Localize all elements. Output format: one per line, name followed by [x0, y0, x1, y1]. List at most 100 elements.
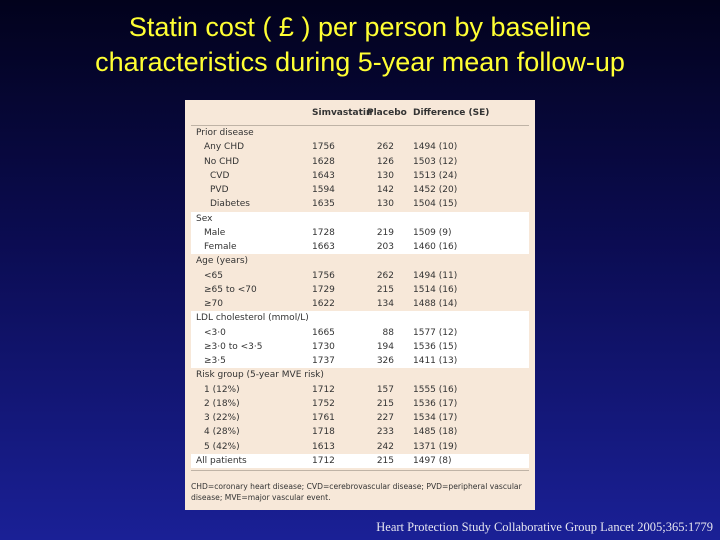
- table-footnote: CHD=coronary heart disease; CVD=cerebrov…: [191, 482, 522, 502]
- difference-se: 1536 (17): [413, 398, 458, 409]
- table-row: No CHD 1628 126 1503 (12): [191, 155, 529, 169]
- table-row: ≥70 1622 134 1488 (14): [191, 297, 529, 311]
- table-row: <65 1756 262 1494 (11): [191, 269, 529, 283]
- row-label: All patients: [196, 455, 247, 466]
- difference-se: 1485 (18): [413, 427, 458, 438]
- difference-se: 1452 (20): [413, 185, 458, 195]
- placebo-cost: 219: [376, 227, 394, 238]
- table-row: LDL cholesterol (mmol/L): [191, 311, 529, 326]
- table-row: All patients 1712 215 1497 (8): [191, 453, 529, 468]
- row-label: 5 (42%): [204, 441, 240, 452]
- simvastatin-cost: 1728: [312, 227, 335, 238]
- difference-se: 1509 (9): [413, 227, 452, 238]
- row-label: ≥3·5: [204, 356, 226, 366]
- table-row: ≥65 to <70 1729 215 1514 (16): [191, 283, 529, 297]
- row-label: Age (years): [196, 256, 249, 267]
- simvastatin-cost: 1712: [312, 384, 335, 395]
- placebo-cost: 215: [376, 284, 394, 295]
- difference-se: 1503 (12): [413, 156, 458, 167]
- placebo-cost: 233: [376, 427, 394, 438]
- simvastatin-cost: 1643: [312, 170, 335, 181]
- placebo-cost: 134: [376, 299, 394, 309]
- simvastatin-cost: 1730: [312, 341, 335, 352]
- table-row: 3 (22%) 1761 227 1534 (17): [191, 411, 529, 425]
- row-label: 2 (18%): [204, 398, 240, 409]
- row-label: Diabetes: [210, 199, 250, 210]
- placebo-cost: 130: [376, 170, 394, 181]
- table-row: Risk group (5-year MVE risk): [191, 368, 529, 382]
- placebo-cost: 142: [376, 185, 394, 195]
- row-label: CVD: [210, 170, 230, 181]
- simvastatin-cost: 1752: [312, 398, 335, 409]
- table-row: ≥3·0 to <3·5 1730 194 1536 (15): [191, 339, 529, 354]
- citation: Heart Protection Study Collaborative Gro…: [376, 520, 713, 534]
- simvastatin-cost: 1663: [312, 242, 335, 252]
- table-row: 5 (42%) 1613 242 1371 (19): [191, 440, 529, 454]
- row-label: Risk group (5-year MVE risk): [196, 370, 324, 381]
- header-difference: Difference (SE): [413, 108, 490, 118]
- table-row: 2 (18%) 1752 215 1536 (17): [191, 397, 529, 411]
- placebo-cost: 215: [376, 398, 394, 409]
- difference-se: 1504 (15): [413, 199, 458, 210]
- table-row: Prior disease: [191, 126, 529, 140]
- simvastatin-cost: 1665: [312, 327, 335, 338]
- simvastatin-cost: 1737: [312, 356, 335, 366]
- placebo-cost: 242: [376, 441, 394, 452]
- table-panel: Simvastatin Placebo Difference (SE) Prio…: [185, 100, 535, 510]
- title-line-2: characteristics during 5-year mean follo…: [95, 47, 625, 77]
- simvastatin-cost: 1729: [312, 284, 335, 295]
- placebo-cost: 227: [376, 413, 394, 423]
- simvastatin-cost: 1756: [312, 270, 335, 281]
- difference-se: 1534 (17): [413, 413, 458, 423]
- row-label: LDL cholesterol (mmol/L): [196, 313, 309, 324]
- row-label: ≥3·0 to <3·5: [204, 341, 263, 352]
- difference-se: 1577 (12): [413, 327, 458, 338]
- simvastatin-cost: 1628: [312, 156, 335, 167]
- difference-se: 1494 (10): [413, 142, 458, 153]
- difference-se: 1555 (16): [413, 384, 458, 395]
- placebo-cost: 215: [376, 455, 394, 466]
- simvastatin-cost: 1622: [312, 299, 335, 309]
- row-label: ≥65 to <70: [204, 284, 257, 295]
- row-label: <65: [204, 270, 223, 281]
- row-label: <3·0: [204, 327, 226, 338]
- slide-title: Statin cost ( £ ) per person by baseline…: [0, 10, 720, 80]
- simvastatin-cost: 1594: [312, 185, 335, 195]
- table-bottom-rule: [191, 470, 529, 471]
- row-label: Prior disease: [196, 128, 254, 138]
- header-placebo: Placebo: [367, 108, 407, 118]
- difference-se: 1411 (13): [413, 356, 458, 366]
- simvastatin-cost: 1635: [312, 199, 335, 210]
- row-label: Any CHD: [204, 142, 245, 153]
- difference-se: 1514 (16): [413, 284, 458, 295]
- row-label: 3 (22%): [204, 413, 240, 423]
- table-row: 1 (12%) 1712 157 1555 (16): [191, 383, 529, 397]
- difference-se: 1371 (19): [413, 441, 458, 452]
- table-row: Female 1663 203 1460 (16): [191, 240, 529, 255]
- placebo-cost: 262: [376, 142, 394, 153]
- table-header-row: Simvastatin Placebo Difference (SE): [191, 100, 529, 126]
- placebo-cost: 262: [376, 270, 394, 281]
- simvastatin-cost: 1712: [312, 455, 335, 466]
- placebo-cost: 157: [376, 384, 394, 395]
- table-row: 4 (28%) 1718 233 1485 (18): [191, 425, 529, 439]
- table-row: PVD 1594 142 1452 (20): [191, 183, 529, 197]
- row-label: Female: [204, 242, 237, 252]
- placebo-cost: 88: [382, 327, 394, 338]
- row-label: ≥70: [204, 299, 223, 309]
- title-line-1: Statin cost ( £ ) per person by baseline: [128, 12, 592, 42]
- simvastatin-cost: 1718: [312, 427, 335, 438]
- header-simvastatin: Simvastatin: [312, 108, 373, 118]
- table-row: Sex: [191, 211, 529, 226]
- placebo-cost: 326: [376, 356, 394, 366]
- table-row: Any CHD 1756 262 1494 (10): [191, 140, 529, 154]
- row-label: No CHD: [204, 156, 240, 167]
- table-row: <3·0 1665 88 1577 (12): [191, 325, 529, 340]
- placebo-cost: 194: [376, 341, 394, 352]
- table-row: Age (years): [191, 254, 529, 268]
- simvastatin-cost: 1761: [312, 413, 335, 423]
- row-label: Male: [204, 227, 226, 238]
- difference-se: 1513 (24): [413, 170, 458, 181]
- table-row: Diabetes 1635 130 1504 (15): [191, 197, 529, 211]
- row-label: 4 (28%): [204, 427, 240, 438]
